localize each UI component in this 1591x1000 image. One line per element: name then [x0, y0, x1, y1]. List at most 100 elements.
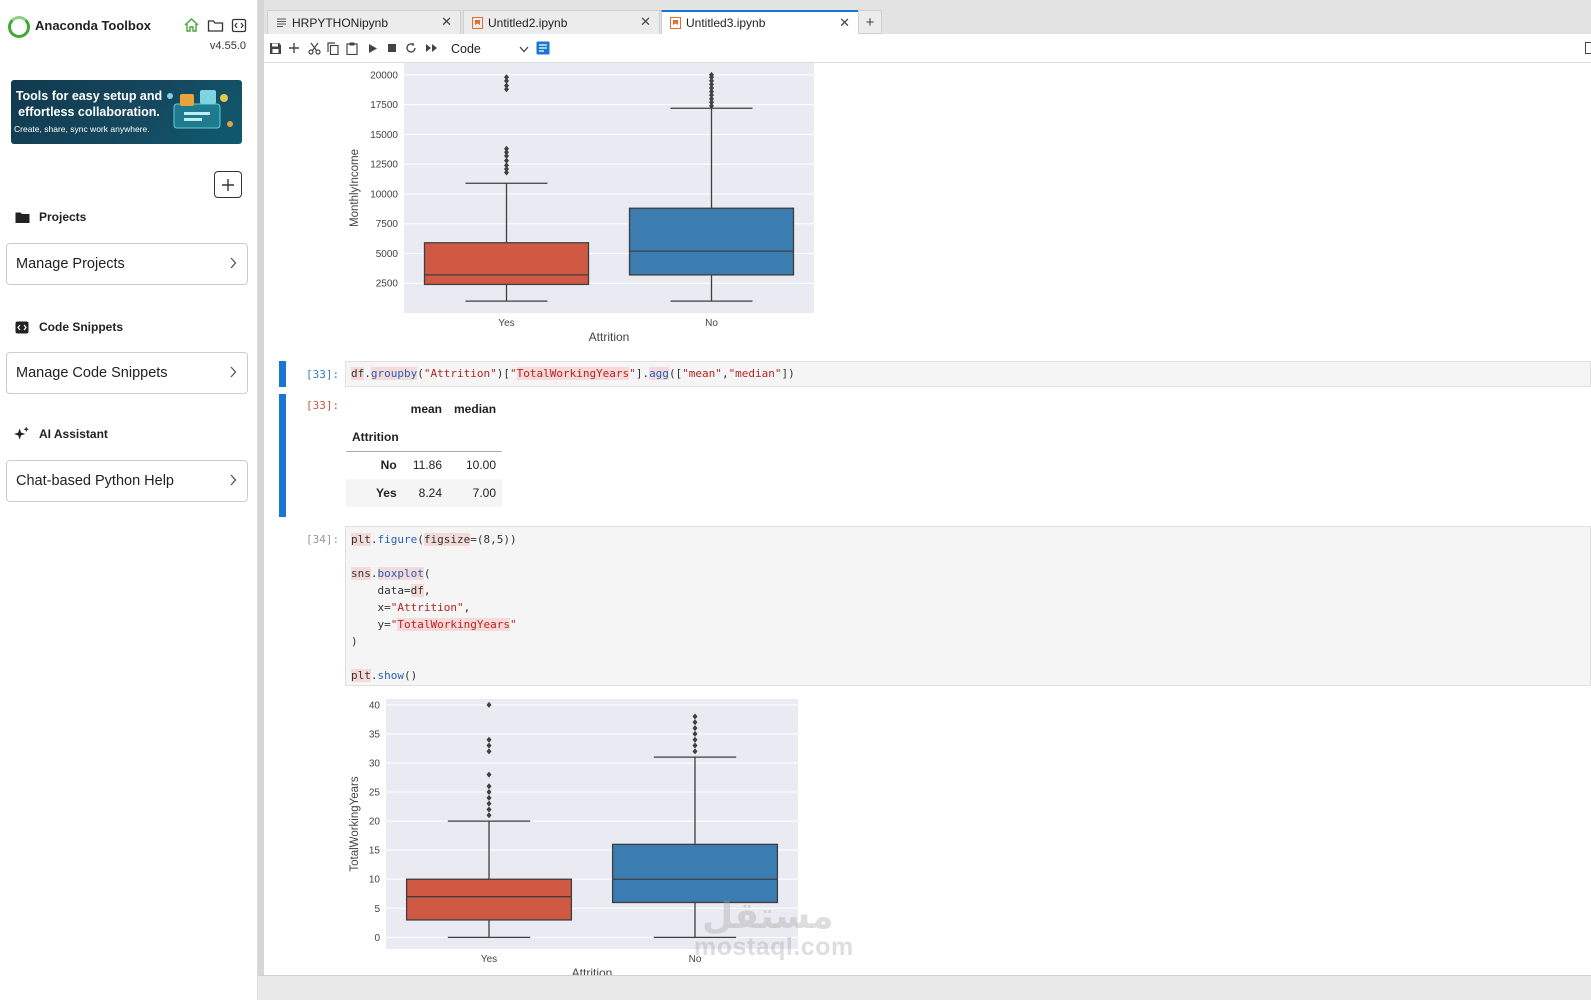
- outlier-point: [504, 162, 509, 169]
- plus-icon: [222, 178, 234, 191]
- outlier-point: [486, 806, 492, 813]
- y-tick-label: 7500: [376, 219, 399, 230]
- notebook-panel: 2500 5000 7500 10000 12500 15000 17500 20000 Yes…: [264, 63, 1591, 975]
- tab-hrpythonipynb[interactable]: HRPYTHONipynb ✕: [267, 10, 461, 34]
- y-tick-label: 15: [369, 846, 381, 857]
- x-tick-label: No: [705, 318, 718, 329]
- watermark: مستقل mostaql.com: [684, 893, 884, 968]
- active-cell-indicator: [279, 394, 286, 517]
- watermark-text: mostaql.com: [694, 933, 854, 961]
- input-prompt: [34]:: [306, 533, 340, 546]
- add-button[interactable]: [214, 171, 242, 198]
- outlier-point: [709, 99, 714, 106]
- home-icon[interactable]: [182, 16, 200, 34]
- panel-toggle-icon[interactable]: [1585, 42, 1591, 54]
- outlier-point: [504, 145, 509, 152]
- close-icon[interactable]: ✕: [839, 15, 850, 30]
- cut-icon[interactable]: [306, 40, 322, 56]
- output-prompt: [33]:: [306, 399, 340, 412]
- folder-filled-icon: [14, 210, 30, 224]
- watermark-arabic: مستقل: [702, 895, 834, 936]
- manage-code-snippets-button[interactable]: Manage Code Snippets: [6, 352, 248, 394]
- chat-python-help-label: Chat-based Python Help: [16, 473, 174, 489]
- code-cell-33[interactable]: df.groupby("Attrition")["TotalWorkingYea…: [345, 361, 1591, 387]
- x-axis-label: Attrition: [589, 330, 630, 344]
- cell-type-select[interactable]: Code: [451, 40, 529, 57]
- x-tick-label: No: [689, 954, 702, 965]
- y-tick-label: 2500: [376, 279, 399, 290]
- panel-resize-handle[interactable]: [258, 0, 264, 1000]
- copy-icon[interactable]: [325, 40, 341, 56]
- y-tick-label: 10000: [370, 189, 398, 200]
- projects-label: Projects: [39, 210, 87, 224]
- close-icon[interactable]: ✕: [441, 14, 452, 29]
- df-cell-median: 7.00: [448, 479, 503, 507]
- x-axis-label: Attrition: [572, 966, 613, 975]
- code-str-attrition: "Attrition": [423, 367, 497, 380]
- banner-headline: Tools for easy setup and effortless coll…: [15, 89, 163, 119]
- app-title: Anaconda Toolbox: [35, 18, 152, 33]
- code-line: sns.boxplot(: [351, 567, 431, 580]
- outlier-point: [486, 742, 492, 749]
- anaconda-toolbox-sidebar: Anaconda Toolbox v4.55.0 Tools for easy …: [0, 0, 258, 1000]
- code-line: x="Attrition",: [351, 601, 471, 614]
- outlier-point: [709, 71, 714, 78]
- df-corner: [346, 395, 405, 423]
- chevron-right-icon: [229, 473, 237, 489]
- y-tick-label: 12500: [370, 160, 398, 171]
- tab-bar: HRPYTHONipynb ✕ Untitled2.ipynb ✕ Untitl…: [264, 0, 1591, 34]
- property-inspector-icon[interactable]: [535, 40, 551, 56]
- code-cell-34[interactable]: plt.figure(figsize=(8,5)) sns.boxplot( d…: [345, 526, 1591, 686]
- close-icon[interactable]: ✕: [640, 14, 651, 29]
- outlier-point: [504, 165, 509, 172]
- active-cell-indicator: [279, 361, 286, 387]
- outlier-point: [692, 725, 698, 732]
- projects-section-title: Projects: [14, 210, 86, 224]
- chat-python-help-button[interactable]: Chat-based Python Help: [6, 460, 248, 502]
- outlier-point: [692, 748, 698, 755]
- y-tick-label: 20000: [370, 70, 398, 81]
- y-tick-label: 5000: [376, 249, 399, 260]
- version-label: v4.55.0: [209, 40, 246, 52]
- outlier-point: [504, 77, 509, 84]
- restart-icon[interactable]: [403, 40, 419, 56]
- y-tick-label: 10: [369, 875, 381, 886]
- outlier-point: [692, 730, 698, 737]
- outlier-point: [692, 736, 698, 743]
- outlier-point: [486, 812, 492, 819]
- y-tick-label: 40: [369, 700, 381, 711]
- code-snippet-icon[interactable]: [230, 16, 248, 34]
- code-fn-groupby: groupby: [370, 367, 418, 380]
- ai-assistant-section-title: AI Assistant: [14, 426, 108, 441]
- save-icon[interactable]: [267, 40, 283, 56]
- manage-code-snippets-label: Manage Code Snippets: [16, 365, 168, 381]
- code-line: y="TotalWorkingYears": [351, 618, 517, 631]
- insert-cell-icon[interactable]: [286, 40, 302, 56]
- outlier-point: [504, 169, 509, 176]
- monthly-income-boxplot: 2500 5000 7500 10000 12500 15000 17500 20000 Yes…: [349, 63, 814, 344]
- y-tick-label: 20: [369, 817, 381, 828]
- y-tick-label: 5: [374, 904, 380, 915]
- fast-forward-icon[interactable]: [423, 40, 439, 56]
- outlier-point: [709, 77, 714, 84]
- new-tab-button[interactable]: +: [858, 10, 882, 34]
- code-line: df.groupby("Attrition")["TotalWorkingYea…: [351, 367, 795, 380]
- cell-type-value: Code: [451, 41, 481, 56]
- outlier-point: [486, 800, 492, 807]
- chevron-right-icon: [229, 365, 237, 381]
- promo-banner[interactable]: Tools for easy setup and effortless coll…: [11, 80, 242, 144]
- outlier-point: [709, 102, 714, 109]
- manage-projects-button[interactable]: Manage Projects: [6, 243, 248, 285]
- run-icon[interactable]: [365, 40, 381, 56]
- y-tick-label: 25: [369, 788, 381, 799]
- y-tick-label: 30: [369, 758, 381, 769]
- tab-untitled3[interactable]: Untitled3.ipynb ✕: [661, 10, 859, 34]
- outlier-point: [486, 794, 492, 801]
- box-yes: [423, 242, 590, 286]
- paste-icon[interactable]: [344, 40, 360, 56]
- outlier-point: [692, 713, 698, 720]
- stop-icon[interactable]: [384, 40, 400, 56]
- df-row-index: Yes: [346, 479, 405, 507]
- folder-icon[interactable]: [206, 16, 224, 34]
- tab-untitled2[interactable]: Untitled2.ipynb ✕: [463, 10, 660, 34]
